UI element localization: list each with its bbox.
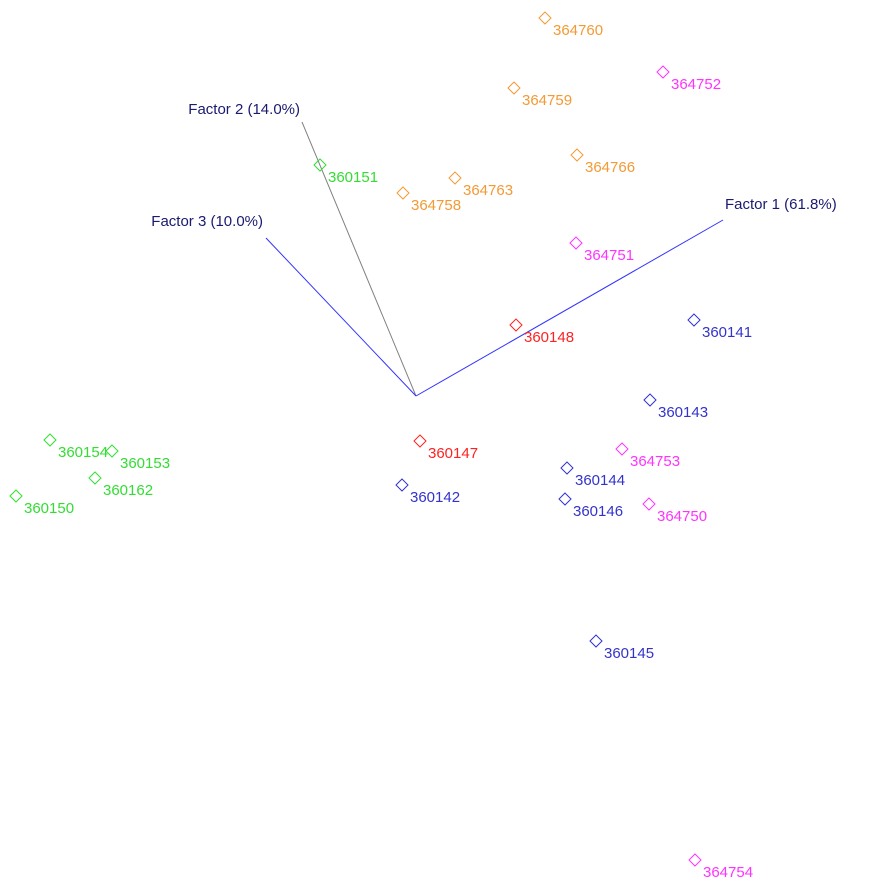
point-label: 364752 xyxy=(671,76,721,93)
point-marker xyxy=(569,236,583,250)
point-label: 360143 xyxy=(658,404,708,421)
factor-label: Factor 3 (10.0%) xyxy=(151,213,263,230)
point-marker xyxy=(313,158,327,172)
point-marker xyxy=(105,444,119,458)
point-label: 360144 xyxy=(575,472,625,489)
point-marker xyxy=(9,489,23,503)
point-marker xyxy=(448,171,462,185)
point-marker xyxy=(687,313,701,327)
point-marker xyxy=(656,65,670,79)
point-marker xyxy=(507,81,521,95)
point-marker xyxy=(589,634,603,648)
point-label: 360141 xyxy=(702,324,752,341)
point-marker xyxy=(413,434,427,448)
point-marker xyxy=(642,497,656,511)
factor-label: Factor 2 (14.0%) xyxy=(188,101,300,118)
point-label: 364759 xyxy=(522,92,572,109)
point-marker xyxy=(570,148,584,162)
point-label: 360145 xyxy=(604,645,654,662)
point-marker xyxy=(396,186,410,200)
point-marker xyxy=(395,478,409,492)
factor-label: Factor 1 (61.8%) xyxy=(725,196,837,213)
point-label: 360142 xyxy=(410,489,460,506)
point-label: 360151 xyxy=(328,169,378,186)
point-label: 360162 xyxy=(103,482,153,499)
point-marker xyxy=(560,461,574,475)
point-label: 364751 xyxy=(584,247,634,264)
point-marker xyxy=(643,393,657,407)
point-marker xyxy=(88,471,102,485)
point-label: 364753 xyxy=(630,453,680,470)
point-label: 364758 xyxy=(411,197,461,214)
point-label: 364760 xyxy=(553,22,603,39)
factor-axis xyxy=(265,237,417,397)
point-marker xyxy=(538,11,552,25)
point-label: 360147 xyxy=(428,445,478,462)
point-label: 364766 xyxy=(585,159,635,176)
point-label: 360153 xyxy=(120,455,170,472)
point-marker xyxy=(615,442,629,456)
point-marker xyxy=(558,492,572,506)
point-label: 360148 xyxy=(524,329,574,346)
point-label: 364750 xyxy=(657,508,707,525)
point-marker xyxy=(43,433,57,447)
factor-axis xyxy=(415,219,724,397)
point-label: 360150 xyxy=(24,500,74,517)
point-label: 360154 xyxy=(58,444,108,461)
point-label: 364763 xyxy=(463,182,513,199)
point-marker xyxy=(688,853,702,867)
point-label: 364754 xyxy=(703,864,753,881)
point-label: 360146 xyxy=(573,503,623,520)
factor-axis xyxy=(301,121,417,397)
point-marker xyxy=(509,318,523,332)
